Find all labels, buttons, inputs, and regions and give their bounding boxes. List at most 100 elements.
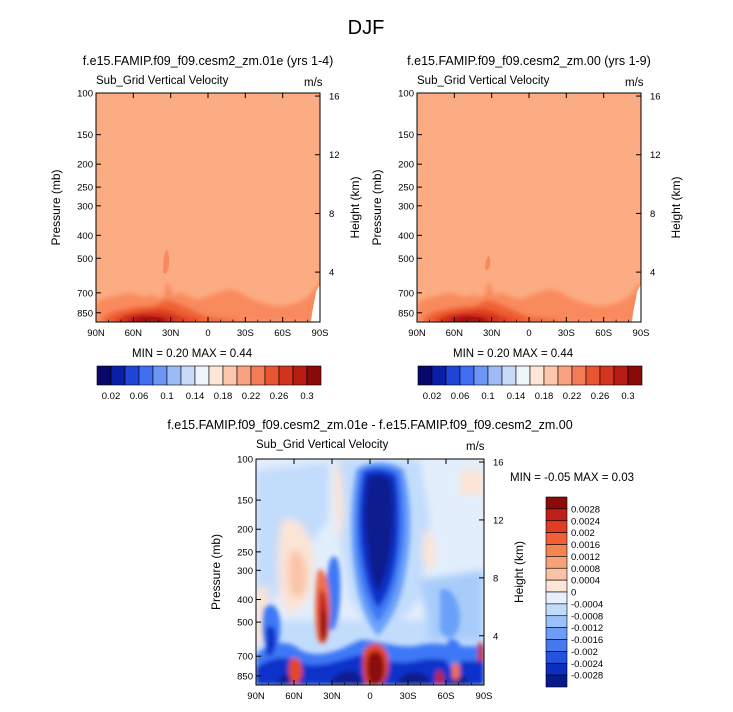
colorbar-diff-label: -0.0004 <box>571 599 603 610</box>
colorbar-diff-label: 0.0028 <box>571 504 600 515</box>
colorbar-diff-label: -0.0028 <box>571 671 603 682</box>
colorbar-label: 0.02 <box>423 391 442 402</box>
panel-0-xtick-label: 30N <box>162 328 180 339</box>
colorbar-diff-swatch <box>545 651 568 664</box>
figure-title: DJF <box>348 17 385 39</box>
panel-2-ylabel: Pressure (mb) <box>209 534 223 610</box>
panel-right-contour-1b <box>485 256 491 271</box>
colorbar-swatch <box>417 365 433 386</box>
colorbar-diff-label: 0.0016 <box>571 540 600 551</box>
panel-1-xtick-label: 60S <box>595 328 612 339</box>
panel-2-y2tick-label: 4 <box>493 631 498 642</box>
panel-0-ytick-label: 200 <box>77 160 93 171</box>
colorbar-diff-label: 0.0024 <box>571 516 600 527</box>
colorbar-swatch <box>222 365 238 386</box>
panel-diff-field <box>256 459 484 685</box>
colorbar-diff-label: -0.0008 <box>571 611 603 622</box>
panel-1-ytick-label: 400 <box>398 231 414 242</box>
colorbar-diff-swatch <box>545 591 568 605</box>
panel-0-y2label: Height (km) <box>348 176 362 238</box>
panel-1-ytick-label: 850 <box>398 308 414 319</box>
panel-0-xtick-label: 0 <box>205 328 210 339</box>
panel-0-ytick-label: 300 <box>77 201 93 212</box>
colorbar-label: 0.18 <box>214 391 233 402</box>
panel-0-ytick-label: 700 <box>77 288 93 299</box>
colorbar-label: 0.22 <box>563 391 582 402</box>
panel-left-field <box>96 93 320 322</box>
panel-right: f.e15.FAMIP.f09_f09.cesm2_zm.00 (yrs 1-9… <box>370 54 683 339</box>
colorbar-label: 0.1 <box>481 391 494 402</box>
panel-1-ytick-label: 500 <box>398 254 414 265</box>
colorbar-diff-swatch <box>545 579 568 593</box>
panel-0-xtick-label: 90S <box>312 328 329 339</box>
panel-left-variable: Sub_Grid Vertical Velocity <box>96 75 229 87</box>
panel-left: f.e15.FAMIP.f09_f09.cesm2_zm.01e (yrs 1-… <box>49 54 362 339</box>
colorbar-swatch <box>138 365 154 386</box>
panel-0-xtick-label: 90N <box>87 328 105 339</box>
panel-2-xtick-label: 90N <box>247 691 265 702</box>
colorbar-label: 0.06 <box>130 391 149 402</box>
diff-blue-leftcol-2 <box>266 625 276 657</box>
panel-1-xtick-label: 0 <box>526 328 531 339</box>
colorbar-diff-swatch <box>545 603 568 617</box>
colorbar-swatch <box>571 365 587 386</box>
colorbar-diff-label: -0.0012 <box>571 623 603 634</box>
colorbar-label: 0.18 <box>535 391 554 402</box>
colorbar-swatch <box>208 365 224 386</box>
panel-0-ytick-label: 100 <box>77 89 93 100</box>
panel-1-ytick-label: 250 <box>398 183 414 194</box>
colorbar-swatch <box>306 365 322 386</box>
colorbar-swatch <box>459 365 475 386</box>
panel-left-base <box>96 93 320 322</box>
colorbar-label: 0.1 <box>160 391 173 402</box>
panel-diff-minmax: MIN = -0.05 MAX = 0.03 <box>510 472 634 484</box>
panel-diff: f.e15.FAMIP.f09_f09.cesm2_zm.01e - f.e15… <box>167 418 572 702</box>
panel-1-y2tick-label: 4 <box>650 268 655 279</box>
colorbar-swatch <box>250 365 266 386</box>
panel-1-y2label: Height (km) <box>669 176 683 238</box>
panel-1-y2tick-label: 16 <box>650 92 661 103</box>
panel-2-xtick-label: 90S <box>476 691 493 702</box>
colorbar-label: 0.22 <box>242 391 261 402</box>
colorbar-swatch <box>264 365 280 386</box>
panel-2-xtick-label: 60S <box>438 691 455 702</box>
colorbar-swatch <box>194 365 210 386</box>
panel-2-xtick-label: 60N <box>285 691 303 702</box>
colorbar-swatch <box>278 365 294 386</box>
panel-0-y2tick-label: 4 <box>329 268 334 279</box>
colorbar-right: 0.02 0.06 0.1 0.14 0.18 0.22 0.26 0.3 <box>417 365 643 402</box>
panel-diff-title: f.e15.FAMIP.f09_f09.cesm2_zm.01e - f.e15… <box>167 418 572 432</box>
panel-1-xtick-label: 90S <box>633 328 650 339</box>
panel-0-ytick-label: 150 <box>77 130 93 141</box>
colorbar-diff-swatch <box>545 556 568 569</box>
colorbar-diff-swatch <box>545 520 568 533</box>
panel-1-y2tick-label: 12 <box>650 150 661 161</box>
colorbar-diff-label: -0.0016 <box>571 635 603 646</box>
panel-0-ytick-label: 250 <box>77 183 93 194</box>
colorbar-label: 0.14 <box>186 391 205 402</box>
panel-diff-variable: Sub_Grid Vertical Velocity <box>256 439 389 451</box>
panel-1-ytick-label: 100 <box>398 89 414 100</box>
diff-blue-right-2 <box>446 639 463 669</box>
diff-red-60s-2 <box>436 670 444 685</box>
panel-right-corner-white <box>632 285 641 322</box>
colorbar-diff-label: 0.0008 <box>571 564 600 575</box>
panel-right-units: m/s <box>625 77 644 89</box>
panel-0-y2tick-label: 16 <box>329 92 340 103</box>
panel-0-ytick-label: 850 <box>77 308 93 319</box>
colorbar-label: 0.14 <box>507 391 526 402</box>
panel-2-y2tick-label: 8 <box>493 573 498 584</box>
panel-2-ytick-label: 100 <box>237 455 253 466</box>
panel-diff-units: m/s <box>466 441 485 453</box>
diff-warm-6 <box>333 460 344 540</box>
panel-0-y2tick-label: 12 <box>329 150 340 161</box>
panel-2-ytick-label: 150 <box>237 496 253 507</box>
panel-0-y2tick-label: 8 <box>329 209 334 220</box>
colorbar-diff-swatch <box>545 674 568 688</box>
panel-left-minmax: MIN = 0.20 MAX = 0.44 <box>132 348 253 360</box>
panel-2-ytick-label: 250 <box>237 547 253 558</box>
panel-2-ytick-label: 500 <box>237 618 253 629</box>
panel-2-xtick-label: 30N <box>323 691 341 702</box>
panel-left-contour-1b <box>163 249 170 274</box>
